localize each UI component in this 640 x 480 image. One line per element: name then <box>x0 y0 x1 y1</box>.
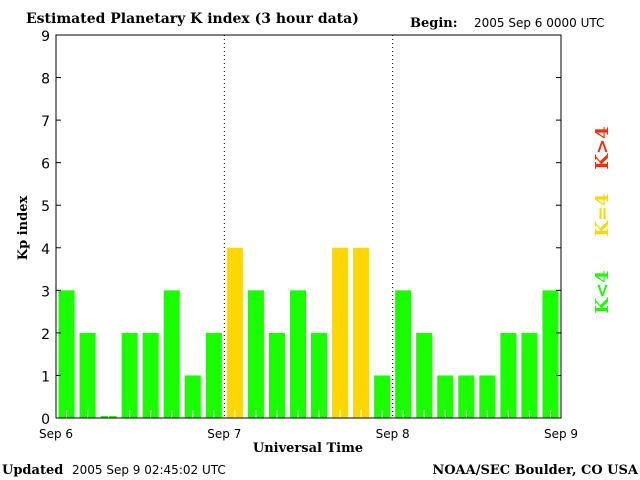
kp-bar <box>437 375 454 418</box>
kp-bar <box>416 332 433 418</box>
y-tick-label: 0 <box>41 412 50 428</box>
x-axis-label: Universal Time <box>253 441 363 456</box>
bars <box>58 247 559 418</box>
x-tick-label: Sep 8 <box>376 427 410 441</box>
updated-value: 2005 Sep 9 02:45:02 UTC <box>72 463 226 477</box>
x-tick-label: Sep 7 <box>207 427 241 441</box>
kp-bar <box>226 247 243 418</box>
kp-bar <box>374 375 391 418</box>
kp-bar <box>58 290 75 418</box>
x-tick-label: Sep 9 <box>544 427 578 441</box>
begin-label: Begin: <box>410 16 458 31</box>
legend-k-equal-4: K=4 <box>592 193 613 236</box>
x-tick-label: Sep 6 <box>39 427 73 441</box>
y-tick-label: 1 <box>41 369 50 385</box>
y-axis-label: Kp index <box>16 196 31 261</box>
axes: 0 1 2 3 4 5 6 7 8 9 Sep 6 Sep 7 Sep 8 Sep 9 <box>39 29 578 441</box>
y-tick-label: 2 <box>41 327 50 343</box>
kp-bar <box>142 332 159 418</box>
plot-frame <box>55 34 562 419</box>
kp-bar <box>500 332 517 418</box>
kp-bar <box>332 247 349 418</box>
chart-title: Estimated Planetary K index (3 hour data… <box>26 11 359 27</box>
y-tick-label: 7 <box>41 114 50 130</box>
kp-bar <box>479 375 496 418</box>
kp-bar <box>289 290 306 418</box>
kp-bar <box>521 332 538 418</box>
source-credit: NOAA/SEC Boulder, CO USA <box>432 463 639 478</box>
legend-k-less-4: K<4 <box>592 270 613 313</box>
y-tick-label: 3 <box>41 284 50 300</box>
begin-value: 2005 Sep 6 0000 UTC <box>474 16 604 30</box>
kp-bar <box>268 332 285 418</box>
kp-bar <box>542 290 559 418</box>
legend-k-greater-4: K>4 <box>592 126 613 169</box>
kp-bar <box>247 290 264 418</box>
kp-bar <box>458 375 475 418</box>
y-tick-label: 4 <box>41 242 50 258</box>
updated-label: Updated <box>2 463 63 478</box>
y-tick-label: 6 <box>41 157 50 173</box>
y-tick-label: 5 <box>41 199 50 215</box>
kp-bar <box>184 375 201 418</box>
y-tick-label: 8 <box>41 72 50 88</box>
kp-bar <box>205 332 222 418</box>
kp-bar <box>79 332 96 418</box>
kp-bar <box>311 332 328 418</box>
kp-bar <box>121 332 138 418</box>
kp-bar <box>353 247 370 418</box>
kp-bar <box>395 290 412 418</box>
kp-bar <box>163 290 180 418</box>
y-tick-label: 9 <box>41 29 50 45</box>
